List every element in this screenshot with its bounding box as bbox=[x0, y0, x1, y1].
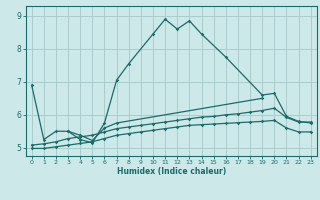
X-axis label: Humidex (Indice chaleur): Humidex (Indice chaleur) bbox=[116, 167, 226, 176]
